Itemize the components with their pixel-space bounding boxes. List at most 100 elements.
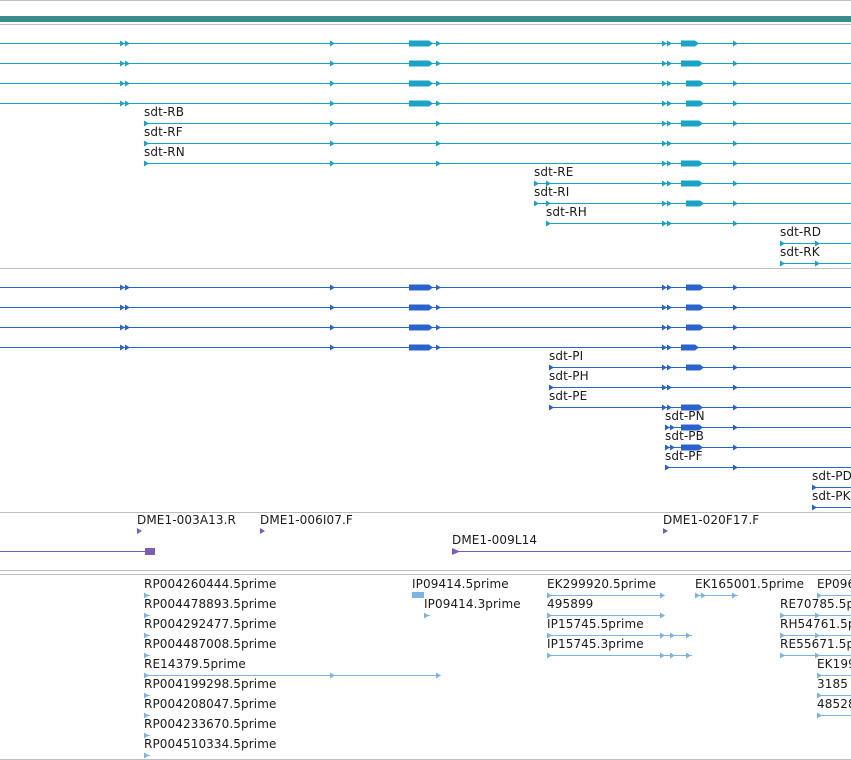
protein-exon-marker	[120, 304, 125, 311]
protein-exon-marker	[662, 364, 667, 371]
protein-label[interactable]: sdt-PH	[549, 369, 589, 383]
exon-block	[681, 160, 703, 167]
clone-label[interactable]: DME1-020F17.F	[663, 513, 760, 527]
transcript-label[interactable]: sdt-RI	[534, 185, 570, 199]
protein-exon-marker	[436, 344, 441, 351]
transcript-label[interactable]: sdt-RF	[144, 125, 183, 139]
exon-marker	[436, 40, 441, 47]
est-label[interactable]: RP004478893.5prime	[144, 597, 277, 611]
est-marker	[815, 632, 820, 639]
est-label[interactable]: RP004199298.5prime	[144, 677, 277, 691]
protein-exon-block	[686, 324, 704, 331]
clone-label[interactable]: DME1-006I07.F	[260, 513, 353, 527]
est-marker	[670, 632, 675, 639]
est-marker	[660, 592, 665, 599]
protein-exon-marker	[667, 284, 672, 291]
est-label[interactable]: 48528	[817, 697, 851, 711]
protein-exon-block	[409, 324, 433, 331]
protein-exon-marker	[667, 384, 672, 391]
est-marker	[144, 592, 149, 599]
est-label[interactable]: RE55671.5p	[780, 637, 851, 651]
protein-exon-marker	[125, 284, 130, 291]
protein-exon-block	[686, 364, 704, 371]
exon-block	[681, 120, 703, 127]
clone-end	[145, 548, 155, 555]
protein-label[interactable]: sdt-PK	[812, 489, 851, 503]
protein-label[interactable]: sdt-PB	[665, 429, 704, 443]
est-marker	[144, 652, 149, 659]
protein-exon-marker	[120, 324, 125, 331]
exon-marker	[733, 140, 738, 147]
clone-marker	[137, 528, 142, 534]
protein-label[interactable]: sdt-PF	[665, 449, 703, 463]
est-marker	[732, 592, 737, 599]
exon-marker	[815, 260, 820, 267]
exon-marker	[330, 100, 335, 107]
protein-exon-marker	[812, 484, 817, 491]
exon-marker	[667, 40, 672, 47]
protein-label[interactable]: sdt-PN	[665, 409, 705, 423]
est-label[interactable]: RP004260444.5prime	[144, 577, 277, 591]
exon-block	[409, 80, 433, 87]
exon-marker	[667, 80, 672, 87]
exon-marker	[125, 40, 130, 47]
est-label[interactable]: RE70785.5p	[780, 597, 851, 611]
transcript-label[interactable]: sdt-RN	[144, 145, 185, 159]
est-label[interactable]: RP004510334.5prime	[144, 737, 277, 751]
est-marker	[547, 612, 552, 619]
est-label[interactable]: 495899	[547, 597, 594, 611]
exon-marker	[667, 100, 672, 107]
est-label[interactable]: IP15745.5prime	[547, 617, 644, 631]
est-label[interactable]: RE14379.5prime	[144, 657, 246, 671]
transcript-label[interactable]: sdt-RK	[780, 245, 820, 259]
protein-exon-marker	[330, 304, 335, 311]
protein-exon-marker	[436, 304, 441, 311]
est-marker	[547, 652, 552, 659]
protein-exon-marker	[667, 304, 672, 311]
protein-label[interactable]: sdt-PD	[812, 469, 851, 483]
est-label[interactable]: RH54761.5p	[780, 617, 851, 631]
clone-label[interactable]: DME1-003A13.R	[137, 513, 236, 527]
protein-label[interactable]: sdt-PE	[549, 389, 588, 403]
exon-marker	[733, 200, 738, 207]
est-label[interactable]: RP004487008.5prime	[144, 637, 277, 651]
transcript-label[interactable]: sdt-RB	[144, 105, 185, 119]
protein-exon-marker	[436, 324, 441, 331]
est-label[interactable]: IP09414.3prime	[424, 597, 521, 611]
protein-label[interactable]: sdt-PI	[549, 349, 584, 363]
protein-exon-block	[409, 344, 433, 351]
est-label[interactable]: EK299920.5prime	[547, 577, 657, 591]
exon-marker	[125, 60, 130, 67]
est-label[interactable]: IP09414.5prime	[412, 577, 509, 591]
est-label[interactable]: RP004292477.5prime	[144, 617, 277, 631]
exon-marker	[662, 140, 667, 147]
est-label[interactable]: EK165001.5prime	[695, 577, 805, 591]
protein-exon-marker	[733, 324, 738, 331]
est-label[interactable]: 3185	[817, 677, 848, 691]
est-marker	[547, 632, 552, 639]
exon-marker	[667, 60, 672, 67]
est-label[interactable]: RP004233670.5prime	[144, 717, 277, 731]
exon-marker	[667, 120, 672, 127]
protein-exon-marker	[733, 444, 738, 451]
exon-block	[409, 40, 433, 47]
protein-exon-marker	[120, 284, 125, 291]
transcript-label[interactable]: sdt-RE	[534, 165, 574, 179]
est-marker	[144, 692, 149, 699]
transcript-label[interactable]: sdt-RH	[546, 205, 587, 219]
clone-label[interactable]: DME1-009L14	[452, 533, 538, 547]
protein-exon-marker	[733, 464, 738, 471]
transcript-label[interactable]: sdt-RD	[780, 225, 822, 239]
est-marker	[780, 652, 785, 659]
est-label[interactable]: EK199	[817, 657, 851, 671]
gene-span-bar	[0, 16, 851, 22]
est-label[interactable]: EP096	[817, 577, 851, 591]
est-label[interactable]: IP15745.3prime	[547, 637, 644, 651]
exon-marker	[662, 60, 667, 67]
exon-marker	[436, 60, 441, 67]
protein-exon-marker	[733, 384, 738, 391]
est-label[interactable]: RP004208047.5prime	[144, 697, 277, 711]
est-marker	[695, 592, 700, 599]
protein-exon-marker	[330, 284, 335, 291]
